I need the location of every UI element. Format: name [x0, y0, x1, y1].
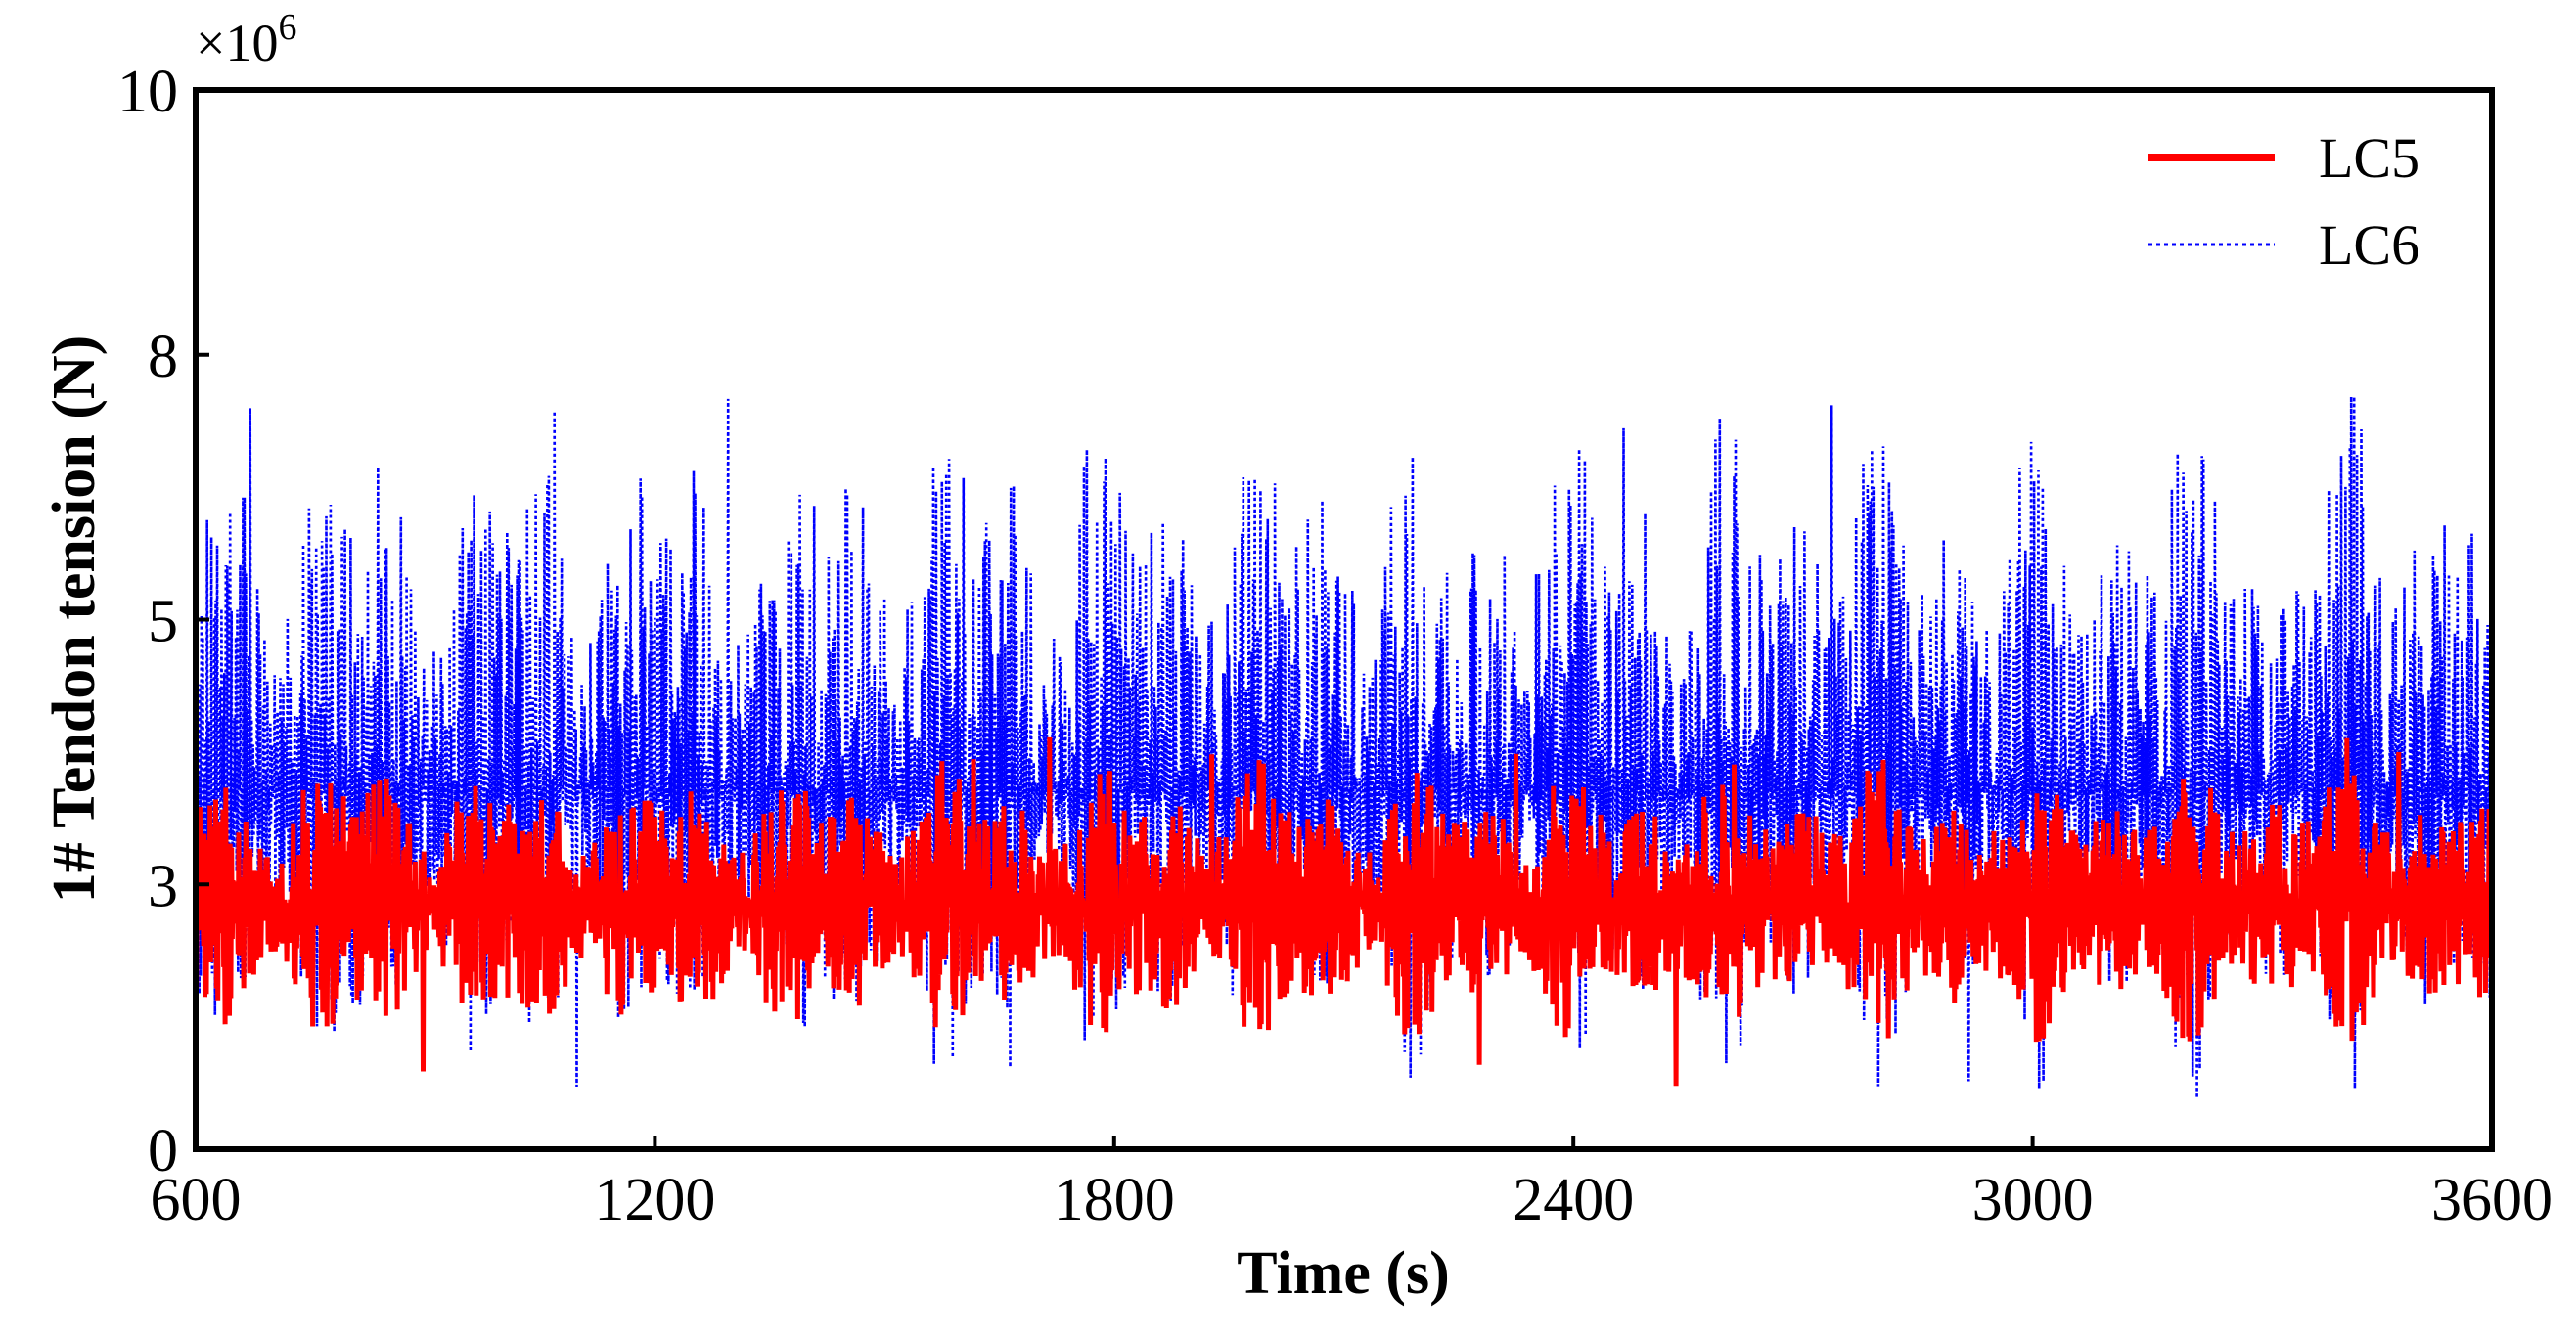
legend-label-lc6: LC6 [2319, 213, 2419, 277]
x-tick-label: 3000 [1972, 1167, 2094, 1233]
x-tick-label: 1200 [594, 1167, 715, 1233]
legend: LC5 LC6 [2148, 126, 2419, 277]
legend-label-lc5: LC5 [2319, 126, 2419, 190]
x-tick-label: 3600 [2431, 1167, 2553, 1233]
y-tick-label: 5 [148, 589, 178, 655]
y-multiplier-base: ×10 [196, 14, 278, 72]
y-tick-label: 8 [148, 324, 178, 390]
y-multiplier-exponent: 6 [278, 7, 296, 48]
x-axis-title: Time (s) [1237, 1240, 1450, 1307]
y-axis: 0 3 5 8 10 [117, 59, 209, 1184]
series-line-lc5 [196, 736, 2492, 1087]
y-axis-title: 1# Tendon tension (N) [41, 335, 108, 904]
y-tick-label: 0 [148, 1118, 178, 1184]
x-axis: 600 1200 1800 2400 3000 3600 [151, 1136, 2553, 1233]
y-multiplier: ×106 [196, 7, 296, 72]
y-tick-label: 3 [148, 853, 178, 919]
x-tick-label: 2400 [1513, 1167, 1634, 1233]
x-tick-label: 600 [151, 1167, 242, 1233]
series-layer [196, 396, 2492, 1098]
y-tick-label: 10 [117, 59, 178, 125]
x-tick-label: 1800 [1054, 1167, 1175, 1233]
